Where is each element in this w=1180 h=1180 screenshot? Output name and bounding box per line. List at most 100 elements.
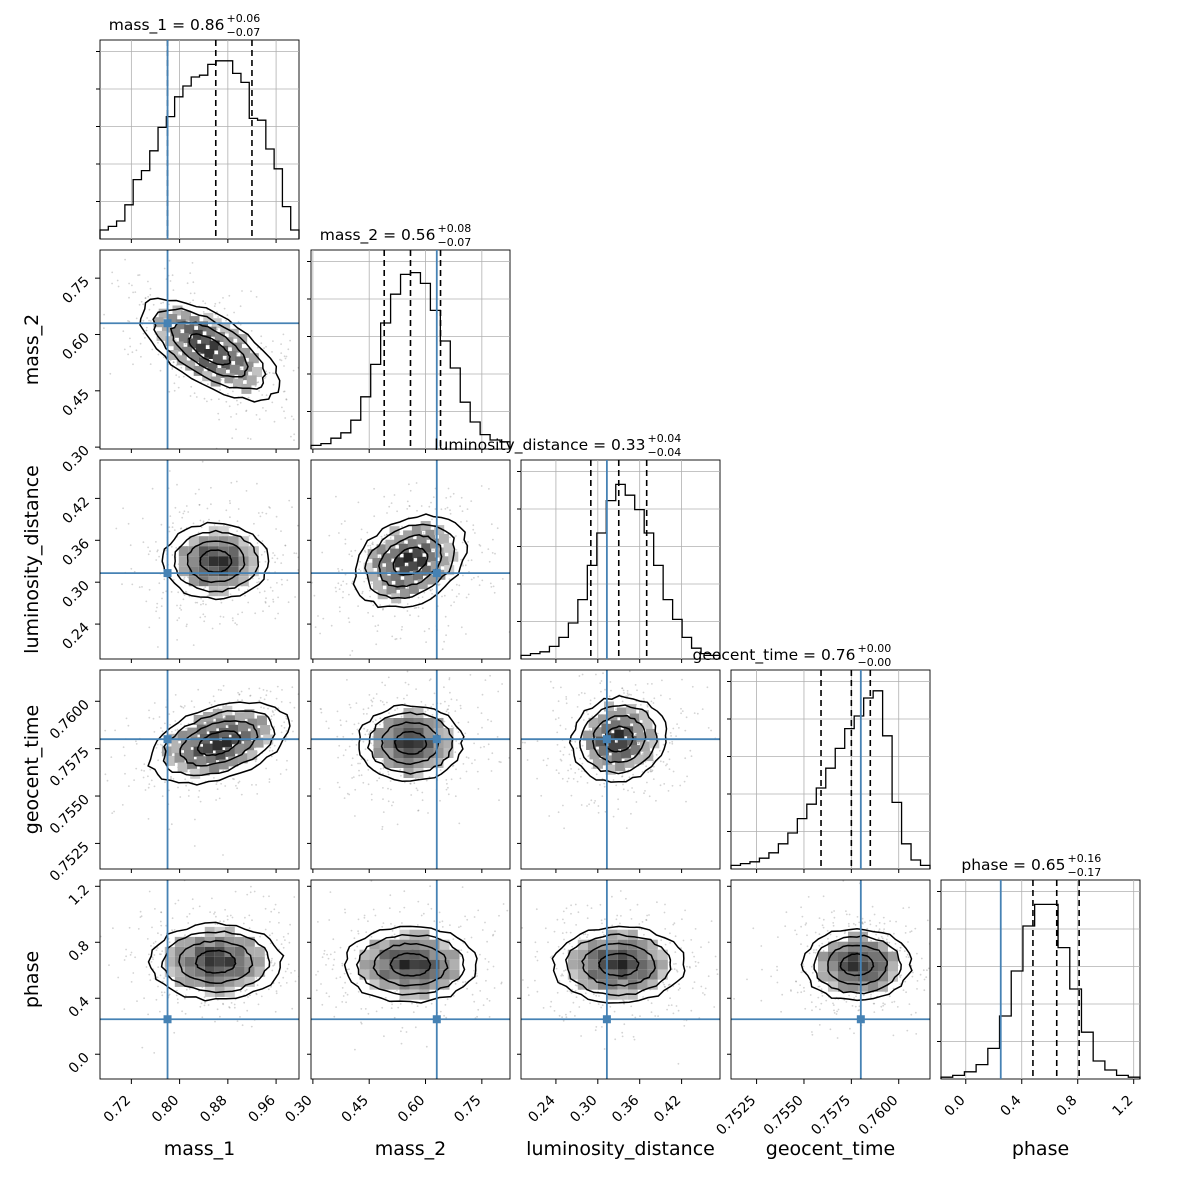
density-cell [156, 330, 167, 341]
sample-point [570, 768, 572, 770]
sample-point [575, 747, 578, 749]
sample-point [622, 788, 625, 791]
sample-point [470, 500, 473, 502]
sample-point [836, 1037, 839, 1039]
sample-point [224, 908, 227, 911]
sample-point [639, 1015, 641, 1017]
sample-point [746, 978, 748, 981]
density-cell [214, 946, 225, 957]
sample-point [217, 688, 220, 691]
density-cell [184, 324, 195, 335]
sample-point [144, 297, 147, 299]
sample-point [350, 764, 353, 766]
sample-point [645, 919, 648, 921]
x-axis-label-mass_2: mass_2 [375, 1138, 447, 1160]
panel-mass_1-vs-mass_2 [99, 249, 300, 450]
sample-point [883, 922, 886, 925]
sample-point [829, 1028, 832, 1031]
sample-point [815, 1005, 817, 1008]
sample-point [125, 955, 127, 958]
sample-point [290, 415, 293, 418]
sample-point [422, 532, 425, 534]
sample-point [204, 586, 207, 588]
sample-point [235, 428, 237, 431]
sample-point [396, 696, 399, 699]
sample-point [557, 811, 560, 814]
sample-point [571, 716, 573, 719]
sample-point [563, 970, 565, 972]
density-cell [218, 526, 229, 537]
sample-point [660, 694, 662, 697]
sample-point [287, 348, 290, 351]
sample-point [707, 941, 710, 944]
sample-point [356, 945, 359, 948]
sample-point [414, 1026, 417, 1029]
sample-point [415, 787, 418, 790]
density-cell [212, 354, 223, 365]
sample-point [517, 501, 519, 503]
sample-point [246, 893, 249, 896]
sample-point [171, 274, 174, 277]
sample-point [899, 976, 902, 979]
density-cell [399, 566, 410, 577]
density-cell [607, 939, 618, 950]
sample-point [646, 705, 649, 708]
sample-point [328, 919, 331, 921]
sample-point [198, 504, 201, 506]
sample-point [204, 615, 207, 618]
density-cell [180, 740, 191, 751]
sample-point [271, 710, 274, 712]
sample-point [400, 774, 402, 777]
hist-step-luminosity_distance [520, 483, 721, 659]
sample-point [270, 985, 272, 988]
sample-point [128, 926, 131, 929]
sample-point [455, 595, 458, 598]
sample-point [344, 542, 347, 545]
sample-point [873, 1002, 876, 1005]
sample-point [601, 1026, 603, 1028]
sample-point [357, 918, 360, 921]
sample-point [261, 394, 264, 396]
sample-point [661, 679, 663, 682]
sample-point [558, 772, 560, 775]
sample-point [273, 554, 276, 557]
sample-point [506, 909, 509, 912]
density-cell [848, 961, 858, 972]
sample-point [427, 812, 429, 814]
sample-point [381, 681, 384, 684]
density-cell [615, 761, 626, 772]
density-cell [190, 737, 201, 748]
sample-point [97, 789, 99, 791]
sample-point [421, 791, 424, 794]
sample-point [776, 981, 779, 984]
sample-point [337, 756, 339, 759]
sample-point [203, 397, 206, 400]
sample-point [319, 632, 321, 635]
sample-point [561, 932, 564, 934]
sample-point [406, 670, 409, 673]
sample-point [599, 784, 601, 786]
sample-point [604, 918, 606, 921]
sample-point [367, 544, 369, 547]
density-cell [198, 546, 209, 557]
sample-point [726, 947, 728, 949]
sample-point [383, 703, 385, 706]
sample-point [148, 319, 151, 322]
sample-point [228, 405, 231, 408]
sample-point [303, 694, 305, 696]
density-cell [413, 738, 424, 748]
sample-point [185, 591, 188, 593]
sample-point [565, 907, 568, 910]
sample-point [586, 805, 588, 807]
density-cell [250, 728, 261, 739]
density-cell [407, 539, 418, 550]
sample-point [677, 1062, 680, 1065]
sample-point [177, 1001, 179, 1004]
density-cell [368, 571, 379, 582]
sample-point [713, 1006, 716, 1008]
sample-point [273, 713, 275, 716]
density-cell [377, 589, 388, 600]
sample-point [570, 912, 572, 915]
sample-point [188, 595, 191, 598]
sample-point [223, 524, 225, 527]
